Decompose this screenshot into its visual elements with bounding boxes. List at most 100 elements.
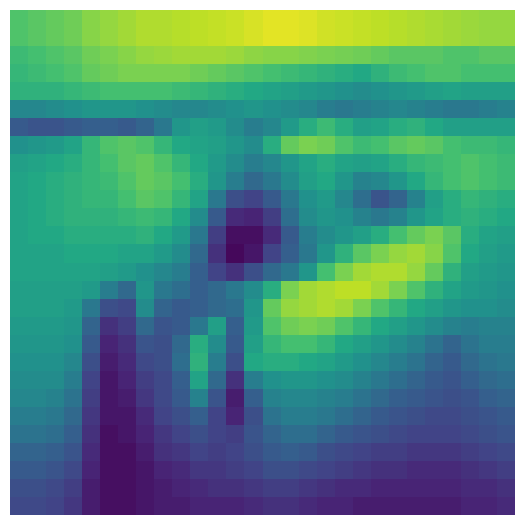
heatmap-cell <box>496 136 515 155</box>
heatmap-cell <box>460 352 479 371</box>
heatmap-cell <box>496 478 515 497</box>
heatmap-cell <box>244 190 263 209</box>
heatmap-cell <box>82 154 101 173</box>
heatmap-cell <box>298 28 317 47</box>
heatmap-cell <box>136 370 155 389</box>
heatmap-cell <box>100 388 119 407</box>
heatmap-cell <box>82 244 101 263</box>
heatmap-cell <box>478 10 497 29</box>
heatmap-cell <box>316 244 335 263</box>
heatmap-cell <box>388 280 407 299</box>
heatmap-cell <box>298 388 317 407</box>
heatmap-cell <box>298 334 317 353</box>
heatmap-cell <box>496 46 515 65</box>
heatmap-cell <box>352 298 371 317</box>
heatmap-cell <box>46 406 65 425</box>
heatmap-cell <box>64 262 83 281</box>
heatmap-cell <box>406 154 425 173</box>
heatmap-cell <box>244 208 263 227</box>
heatmap-cell <box>352 208 371 227</box>
heatmap-cell <box>46 118 65 137</box>
heatmap-cell <box>172 334 191 353</box>
heatmap-cell <box>100 280 119 299</box>
heatmap-cell <box>64 244 83 263</box>
heatmap-cell <box>406 64 425 83</box>
heatmap-cell <box>406 226 425 245</box>
heatmap-cell <box>136 10 155 29</box>
heatmap-cell <box>298 352 317 371</box>
heatmap-cell <box>190 460 209 479</box>
heatmap-cell <box>406 406 425 425</box>
heatmap-cell <box>46 46 65 65</box>
heatmap-cell <box>154 136 173 155</box>
heatmap-cell <box>118 496 137 515</box>
heatmap-cell <box>424 118 443 137</box>
heatmap-cell <box>244 334 263 353</box>
heatmap-cell <box>208 334 227 353</box>
heatmap-cell <box>244 496 263 515</box>
heatmap-cell <box>460 226 479 245</box>
heatmap-cell <box>172 442 191 461</box>
heatmap-cell <box>136 118 155 137</box>
heatmap-cell <box>46 424 65 443</box>
heatmap-cell <box>298 190 317 209</box>
heatmap-cell <box>226 370 245 389</box>
heatmap-cell <box>244 100 263 119</box>
heatmap-cell <box>28 28 47 47</box>
heatmap-cell <box>172 370 191 389</box>
heatmap-cell <box>154 190 173 209</box>
heatmap-cell <box>172 424 191 443</box>
heatmap-cell <box>334 136 353 155</box>
heatmap-cell <box>370 442 389 461</box>
heatmap-cell <box>244 28 263 47</box>
heatmap-cell <box>478 442 497 461</box>
heatmap-cell <box>136 406 155 425</box>
heatmap-cell <box>118 190 137 209</box>
heatmap-cell <box>28 388 47 407</box>
heatmap-cell <box>352 172 371 191</box>
heatmap-cell <box>136 82 155 101</box>
heatmap-cell <box>244 424 263 443</box>
heatmap-cell <box>262 226 281 245</box>
heatmap-cell <box>154 352 173 371</box>
heatmap-cell <box>46 334 65 353</box>
heatmap-cell <box>316 388 335 407</box>
heatmap-cell <box>280 64 299 83</box>
heatmap-cell <box>388 298 407 317</box>
heatmap-cell <box>424 136 443 155</box>
heatmap-cell <box>46 82 65 101</box>
heatmap-cell <box>352 10 371 29</box>
heatmap-cell <box>172 28 191 47</box>
heatmap-cell <box>442 388 461 407</box>
heatmap-cell <box>100 100 119 119</box>
heatmap-cell <box>406 388 425 407</box>
heatmap-cell <box>478 478 497 497</box>
heatmap-cell <box>280 334 299 353</box>
heatmap-cell <box>334 64 353 83</box>
heatmap-cell <box>28 136 47 155</box>
heatmap-cell <box>190 406 209 425</box>
heatmap-cell <box>64 352 83 371</box>
heatmap-cell <box>100 478 119 497</box>
heatmap-cell <box>406 172 425 191</box>
heatmap-cell <box>352 280 371 299</box>
heatmap-cell <box>154 46 173 65</box>
heatmap-cell <box>208 136 227 155</box>
heatmap-cell <box>334 244 353 263</box>
heatmap-cell <box>352 352 371 371</box>
heatmap-cell <box>172 352 191 371</box>
heatmap-cell <box>82 208 101 227</box>
heatmap-cell <box>334 172 353 191</box>
heatmap-cell <box>406 280 425 299</box>
heatmap-cell <box>154 316 173 335</box>
heatmap-cell <box>154 262 173 281</box>
heatmap-cell <box>262 244 281 263</box>
heatmap-cell <box>10 100 29 119</box>
heatmap-cell <box>154 334 173 353</box>
heatmap-cell <box>154 280 173 299</box>
heatmap-cell <box>208 388 227 407</box>
heatmap-cell <box>82 136 101 155</box>
heatmap-cell <box>334 406 353 425</box>
heatmap-cell <box>352 190 371 209</box>
heatmap-cell <box>334 226 353 245</box>
